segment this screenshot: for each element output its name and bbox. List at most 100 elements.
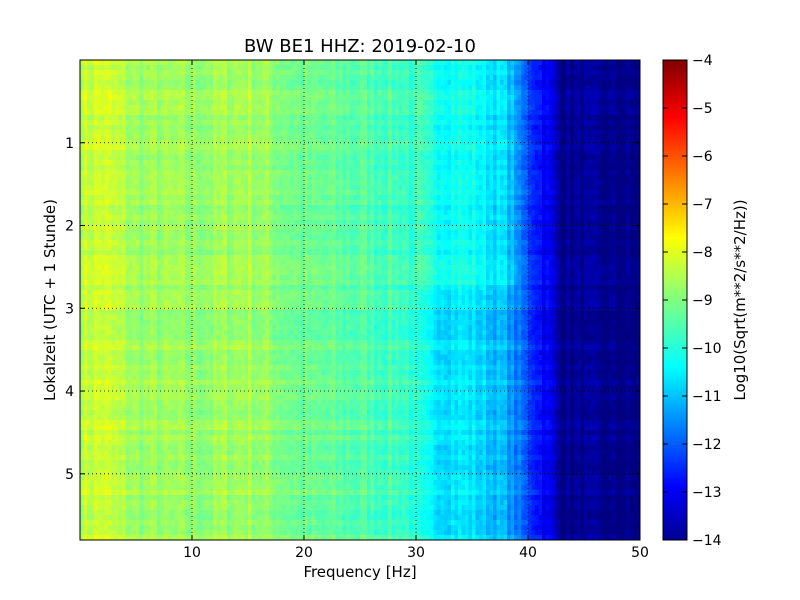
heatmap-cell — [486, 125, 491, 131]
heatmap-cell — [143, 135, 148, 141]
heatmap-cell — [157, 175, 162, 181]
heatmap-cell — [437, 105, 442, 111]
heatmap-cell — [591, 175, 596, 181]
heatmap-cell — [458, 180, 463, 186]
heatmap-cell — [517, 190, 522, 196]
heatmap-cell — [402, 120, 407, 126]
heatmap-cell — [223, 170, 228, 176]
heatmap-cell — [325, 180, 330, 186]
heatmap-cell — [524, 140, 529, 146]
heatmap-cell — [559, 105, 564, 111]
heatmap-cell — [297, 185, 302, 191]
heatmap-cell — [402, 130, 407, 136]
heatmap-cell — [276, 115, 281, 121]
heatmap-cell — [94, 130, 99, 136]
heatmap-cell — [461, 110, 466, 116]
heatmap-cell — [626, 60, 631, 66]
heatmap-cell — [608, 185, 613, 191]
heatmap-cell — [80, 60, 85, 66]
heatmap-cell — [510, 70, 515, 76]
heatmap-cell — [577, 70, 582, 76]
heatmap-cell — [430, 85, 435, 91]
heatmap-cell — [216, 160, 221, 166]
heatmap-cell — [605, 135, 610, 141]
heatmap-cell — [594, 190, 599, 196]
heatmap-cell — [563, 195, 568, 201]
heatmap-cell — [265, 135, 270, 141]
heatmap-cell — [465, 85, 470, 91]
heatmap-cell — [412, 90, 417, 96]
heatmap-cell — [346, 135, 351, 141]
heatmap-cell — [178, 190, 183, 196]
heatmap-cell — [318, 185, 323, 191]
heatmap-cell — [510, 115, 515, 121]
heatmap-cell — [465, 100, 470, 106]
heatmap-cell — [300, 140, 305, 146]
heatmap-cell — [97, 70, 102, 76]
heatmap-cell — [475, 135, 480, 141]
heatmap-cell — [234, 130, 239, 136]
heatmap-cell — [612, 95, 617, 101]
heatmap-cell — [220, 150, 225, 156]
heatmap-cell — [636, 185, 640, 191]
heatmap-cell — [531, 200, 536, 206]
heatmap-cell — [139, 150, 144, 156]
heatmap-cell — [90, 130, 95, 136]
heatmap-cell — [297, 110, 302, 116]
heatmap-cell — [185, 75, 190, 81]
heatmap-cell — [419, 210, 424, 216]
heatmap-cell — [220, 145, 225, 151]
heatmap-cell — [136, 75, 141, 81]
heatmap-cell — [108, 90, 113, 96]
heatmap-cell — [549, 100, 554, 106]
heatmap-cell — [164, 190, 169, 196]
heatmap-cell — [262, 130, 267, 136]
heatmap-cell — [528, 125, 533, 131]
heatmap-cell — [300, 75, 305, 81]
heatmap-cell — [458, 75, 463, 81]
heatmap-cell — [279, 130, 284, 136]
heatmap-cell — [636, 145, 640, 151]
heatmap-cell — [598, 100, 603, 106]
heatmap-cell — [293, 170, 298, 176]
heatmap-cell — [125, 200, 130, 206]
heatmap-cell — [622, 195, 627, 201]
heatmap-cell — [633, 205, 638, 211]
heatmap-cell — [335, 100, 340, 106]
heatmap-cell — [125, 170, 130, 176]
heatmap-cell — [556, 95, 561, 101]
heatmap-cell — [209, 180, 214, 186]
heatmap-cell — [395, 70, 400, 76]
heatmap-cell — [328, 135, 333, 141]
heatmap-cell — [104, 135, 109, 141]
heatmap-cell — [80, 80, 85, 86]
heatmap-cell — [213, 165, 218, 171]
heatmap-cell — [108, 130, 113, 136]
heatmap-cell — [542, 205, 547, 211]
heatmap-cell — [451, 175, 456, 181]
heatmap-cell — [237, 155, 242, 161]
heatmap-cell — [629, 175, 634, 181]
heatmap-cell — [447, 165, 452, 171]
heatmap-cell — [580, 200, 585, 206]
heatmap-cell — [164, 135, 169, 141]
heatmap-cell — [353, 135, 358, 141]
heatmap-cell — [636, 170, 640, 176]
heatmap-cell — [143, 125, 148, 131]
heatmap-cell — [531, 100, 536, 106]
heatmap-cell — [384, 90, 389, 96]
heatmap-cell — [570, 200, 575, 206]
heatmap-cell — [342, 105, 347, 111]
heatmap-cell — [83, 170, 88, 176]
heatmap-cell — [633, 190, 638, 196]
heatmap-cell — [339, 75, 344, 81]
heatmap-cell — [556, 135, 561, 141]
heatmap-cell — [146, 125, 151, 131]
heatmap-cell — [465, 190, 470, 196]
heatmap-cell — [272, 125, 277, 131]
heatmap-cell — [349, 145, 354, 151]
heatmap-cell — [538, 75, 543, 81]
heatmap-cell — [524, 105, 529, 111]
heatmap-cell — [153, 100, 158, 106]
heatmap-cell — [104, 155, 109, 161]
